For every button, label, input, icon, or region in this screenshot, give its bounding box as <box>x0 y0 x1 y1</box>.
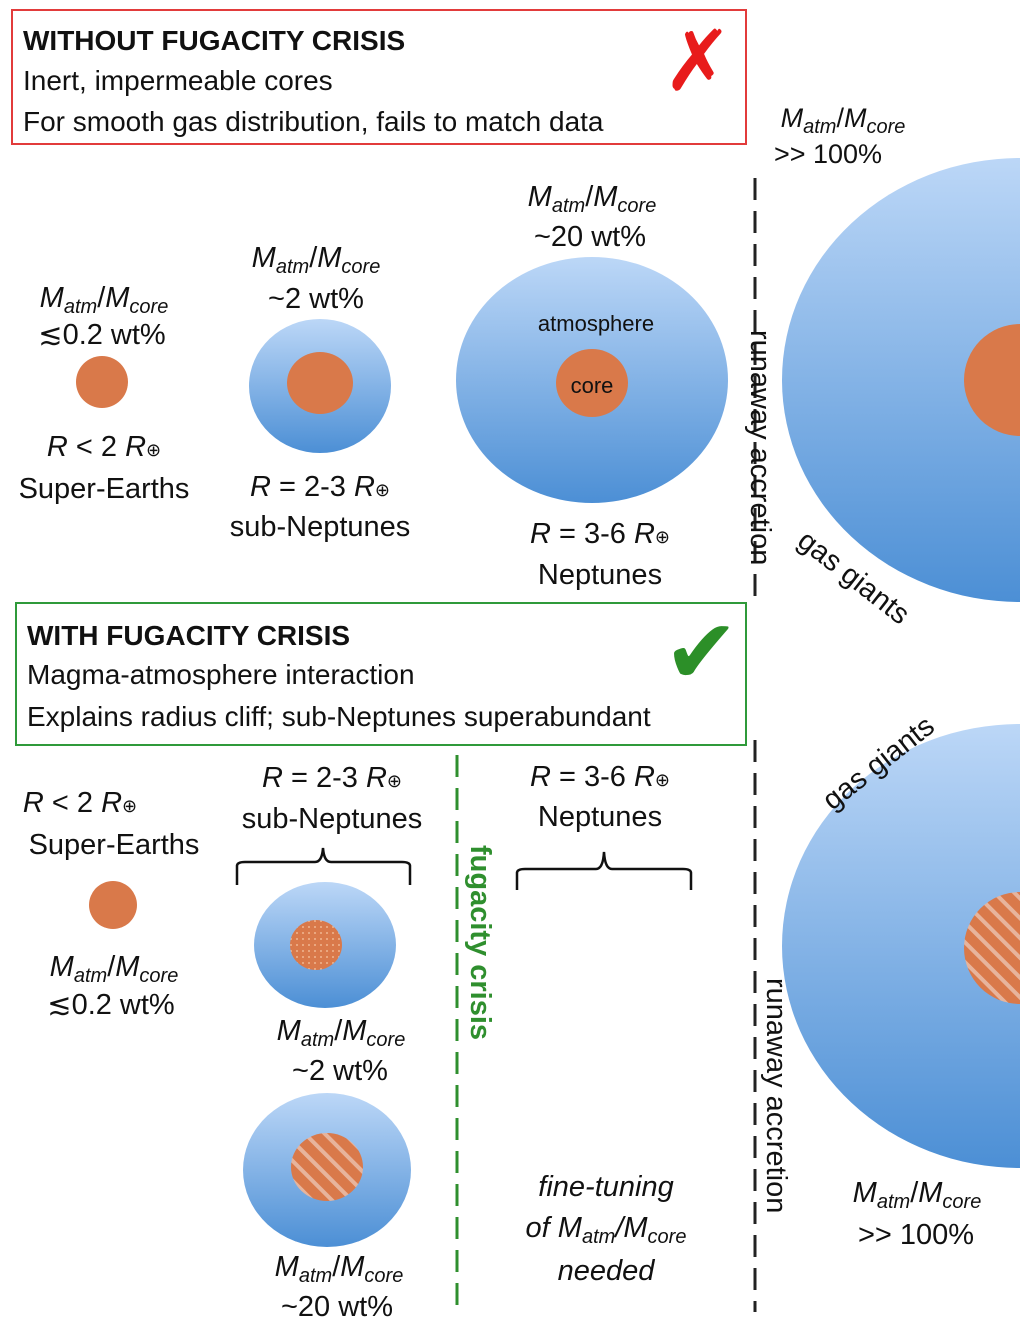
radius-neptune-top: R = 3-6 R⊕ <box>529 518 671 550</box>
ratio-value-sub-neptune-top: ~2 wt% <box>268 283 364 315</box>
sub-neptune-2-core-dotted <box>290 920 342 970</box>
ratio-value-super-earth-bottom: ≲0.2 wt% <box>47 989 175 1021</box>
checkmark-icon: ✔ <box>663 603 739 703</box>
gas-giant-atmosphere-top <box>782 158 1020 602</box>
gas-giant-core-bottom <box>964 892 1020 1004</box>
ratio-label-sub-neptune-20: Matm/Mcore <box>274 1251 404 1287</box>
ratio-label-super-earth-bottom: Matm/Mcore <box>49 951 179 987</box>
brace-sub-neptunes <box>235 847 412 885</box>
class-super-earths-bottom: Super-Earths <box>28 829 200 861</box>
ratio-label-gas-giant-bottom: Matm/Mcore <box>852 1177 982 1213</box>
ratio-label-sub-neptune-2: Matm/Mcore <box>276 1015 406 1051</box>
cross-icon: ✗ <box>662 14 733 108</box>
ratio-value-neptune-top: ~20 wt% <box>533 221 647 253</box>
radius-neptune-bottom: R = 3-6 R⊕ <box>529 761 671 793</box>
ratio-value-super-earth-top: ≲0.2 wt% <box>38 319 166 351</box>
runaway-accretion-bottom: runaway accretion <box>760 978 792 1214</box>
fine-tuning-line2: of Matm/Mcore <box>525 1212 687 1248</box>
fine-tuning-line3: needed <box>557 1255 655 1287</box>
gas-giant-atmosphere-bottom <box>782 724 1020 1168</box>
ratio-label-gas-giant-top: Matm/Mcore <box>780 103 906 138</box>
radius-sub-neptune-top: R = 2-3 R⊕ <box>249 471 391 503</box>
core-label: core <box>570 373 614 398</box>
radius-super-earth-top: R < 2 R⊕ <box>46 431 162 463</box>
ratio-label-neptune-top: Matm/Mcore <box>527 181 657 217</box>
radius-sub-neptune-bottom: R = 2-3 R⊕ <box>261 762 403 794</box>
with-fugacity-title: WITH FUGACITY CRISIS <box>27 620 351 651</box>
brace-neptunes <box>515 851 693 890</box>
atmosphere-label: atmosphere <box>537 311 655 336</box>
gas-giant-core-top <box>964 324 1020 436</box>
ratio-label-super-earth-top: Matm/Mcore <box>39 282 169 318</box>
without-fugacity-line2: For smooth gas distribution, fails to ma… <box>23 106 604 137</box>
super-earth-core-top <box>76 356 128 408</box>
ratio-value-gas-giant-bottom: >> 100% <box>857 1219 975 1251</box>
without-fugacity-line1: Inert, impermeable cores <box>23 65 333 96</box>
ratio-value-sub-neptune-2: ~2 wt% <box>292 1055 388 1087</box>
class-super-earths-top: Super-Earths <box>18 473 190 505</box>
ratio-value-sub-neptune-20: ~20 wt% <box>280 1291 394 1323</box>
sub-neptune-core-top <box>287 352 353 414</box>
fugacity-crisis-label: fugacity crisis <box>464 845 496 1041</box>
ratio-label-sub-neptune-top: Matm/Mcore <box>251 242 381 278</box>
radius-super-earth-bottom: R < 2 R⊕ <box>22 787 138 819</box>
class-sub-neptunes-bottom: sub-Neptunes <box>241 803 423 835</box>
neptune-core-top <box>556 349 628 417</box>
fine-tuning-line1: fine-tuning <box>538 1171 674 1203</box>
class-sub-neptunes-top: sub-Neptunes <box>229 511 411 543</box>
super-earth-core-bottom <box>89 881 137 929</box>
class-neptunes-bottom: Neptunes <box>537 801 663 833</box>
with-fugacity-line1: Magma-atmosphere interaction <box>27 659 415 690</box>
sub-neptune-20-core-striped <box>291 1133 363 1201</box>
runaway-accretion-top: runaway accretion <box>744 330 776 566</box>
with-fugacity-box: WITH FUGACITY CRISIS Magma-atmosphere in… <box>15 602 747 746</box>
without-fugacity-box: WITHOUT FUGACITY CRISIS Inert, impermeab… <box>11 9 747 145</box>
ratio-value-gas-giant-top: >> 100% <box>773 139 883 169</box>
class-neptunes-top: Neptunes <box>537 559 663 591</box>
with-fugacity-line2: Explains radius cliff; sub-Neptunes supe… <box>27 701 651 732</box>
without-fugacity-title: WITHOUT FUGACITY CRISIS <box>23 25 406 56</box>
